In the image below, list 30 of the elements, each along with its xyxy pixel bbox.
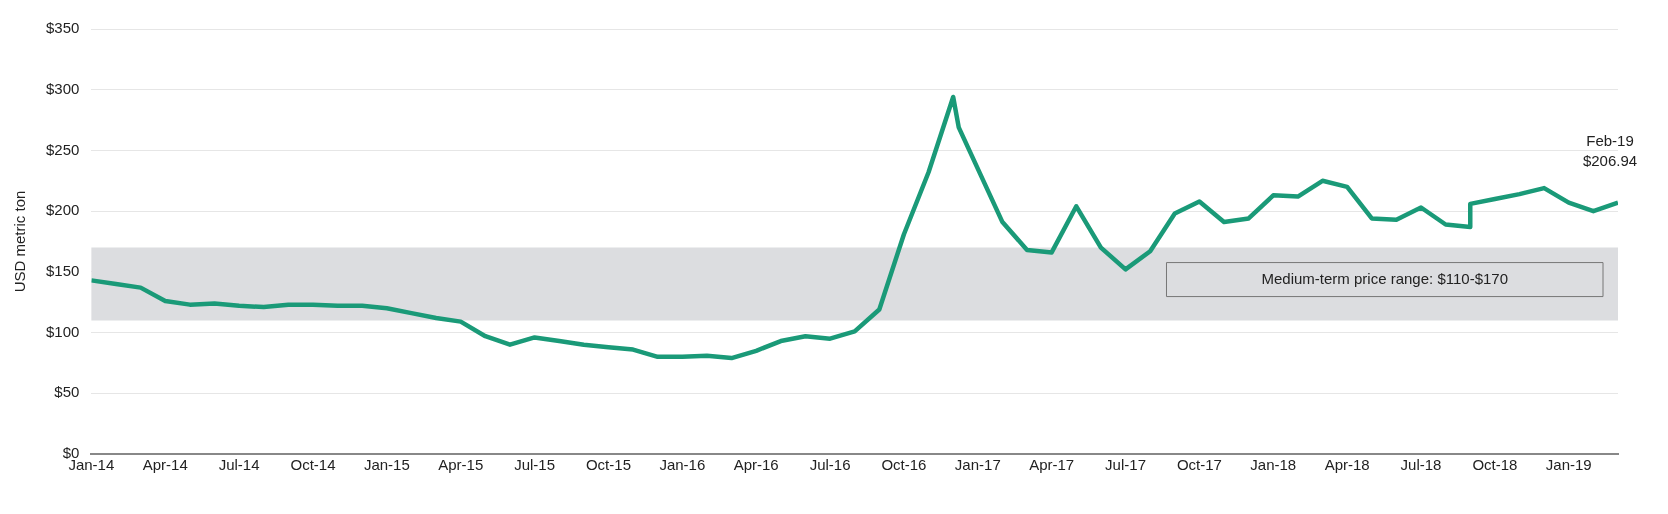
y-tick-label: $100 <box>45 322 80 340</box>
x-tick-label: Oct-15 <box>585 456 631 474</box>
x-tick-label: Oct-14 <box>290 456 336 474</box>
x-tick-label: Jul-17 <box>1105 456 1146 474</box>
y-tick-label: $350 <box>45 19 80 37</box>
annotation: Feb-19 $206.94 <box>1582 131 1638 169</box>
x-tick-label: Jul-15 <box>514 456 556 474</box>
x-tick-label: Jul-14 <box>218 456 260 474</box>
x-tick-label: Jan-19 <box>1545 456 1592 474</box>
y-tick-label: $300 <box>45 79 80 97</box>
x-tick-label: Jul-16 <box>809 456 851 474</box>
y-tick-label: $50 <box>54 383 80 401</box>
x-tick-label: Apr-16 <box>733 456 779 474</box>
y-tick-label: $250 <box>45 140 80 158</box>
x-tick-label: Apr-17 <box>1029 456 1075 474</box>
band-label: Medium-term price range: $110-$170 <box>1261 269 1508 287</box>
x-tick-label: Jan-17 <box>954 456 1001 474</box>
x-tick-label: Apr-15 <box>438 456 484 474</box>
x-tick-label: Apr-14 <box>142 456 188 474</box>
x-tick-label: Oct-16 <box>881 456 927 474</box>
x-tick-label: Apr-18 <box>1324 456 1370 474</box>
x-tick-label: Jan-16 <box>659 456 706 474</box>
y-axis-title: USD metric ton <box>11 190 29 293</box>
y-tick-label: $200 <box>45 201 80 219</box>
y-tick-label: $150 <box>45 262 80 279</box>
x-tick-label: Jan-18 <box>1250 456 1297 474</box>
x-tick-label: Oct-17 <box>1176 456 1222 474</box>
x-tick-label: Jan-15 <box>363 456 410 474</box>
x-tick-label: Oct-18 <box>1472 456 1518 474</box>
x-tick-label: Jul-18 <box>1400 456 1442 474</box>
